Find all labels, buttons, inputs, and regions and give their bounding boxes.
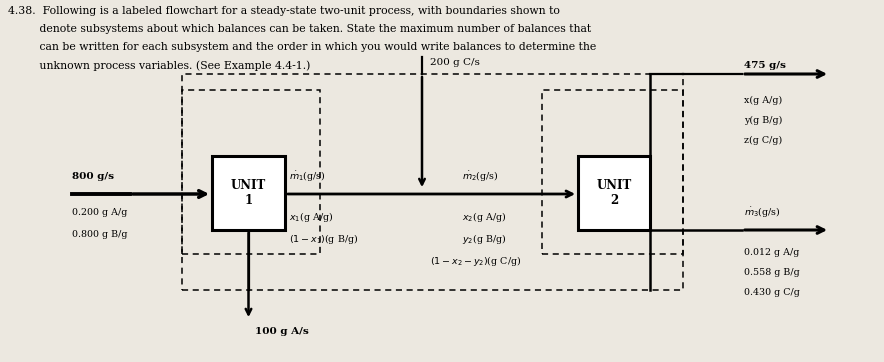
Text: $y_2$(g B/g): $y_2$(g B/g)	[462, 232, 507, 246]
Text: 475 g/s: 475 g/s	[744, 61, 786, 70]
Text: 0.558 g B/g: 0.558 g B/g	[744, 268, 800, 277]
Text: $x_2$(g A/g): $x_2$(g A/g)	[462, 210, 507, 224]
Text: 200 g C/s: 200 g C/s	[430, 58, 480, 67]
Text: y(g B/g): y(g B/g)	[744, 116, 782, 125]
Text: can be written for each subsystem and the order in which you would write balance: can be written for each subsystem and th…	[8, 42, 596, 52]
Text: UNIT
1: UNIT 1	[231, 179, 266, 207]
Bar	[182, 90, 320, 254]
Text: $\dot{m}_3$(g/s): $\dot{m}_3$(g/s)	[744, 206, 781, 220]
Text: 0.800 g B/g: 0.800 g B/g	[72, 230, 127, 239]
Bar	[578, 156, 650, 230]
Text: $x_1$(g A/g): $x_1$(g A/g)	[289, 210, 333, 224]
Text: x(g A/g): x(g A/g)	[744, 96, 782, 105]
Bar	[212, 156, 285, 230]
Text: 100 g A/s: 100 g A/s	[255, 327, 309, 336]
Text: z(g C/g): z(g C/g)	[744, 136, 782, 145]
Text: $\dot{m}_2$(g/s): $\dot{m}_2$(g/s)	[462, 170, 499, 184]
Text: 0.200 g A/g: 0.200 g A/g	[72, 208, 127, 217]
Text: 800 g/s: 800 g/s	[72, 172, 114, 181]
Bar	[542, 90, 683, 254]
Text: 4.38.  Following is a labeled flowchart for a steady-state two-unit process, wit: 4.38. Following is a labeled flowchart f…	[8, 6, 560, 16]
Text: 0.012 g A/g: 0.012 g A/g	[744, 248, 799, 257]
Text: 0.430 g C/g: 0.430 g C/g	[744, 288, 800, 297]
Bar	[182, 74, 683, 290]
Text: $(1-x_1)$(g B/g): $(1-x_1)$(g B/g)	[289, 232, 358, 246]
Text: unknown process variables. (See Example 4.4-1.): unknown process variables. (See Example …	[8, 60, 310, 71]
Text: $\dot{m}_1$(g/s): $\dot{m}_1$(g/s)	[289, 170, 325, 184]
Text: $(1-x_2-y_2)$(g C/g): $(1-x_2-y_2)$(g C/g)	[430, 254, 522, 268]
Text: denote subsystems about which balances can be taken. State the maximum number of: denote subsystems about which balances c…	[8, 24, 591, 34]
Text: UNIT
2: UNIT 2	[597, 179, 632, 207]
